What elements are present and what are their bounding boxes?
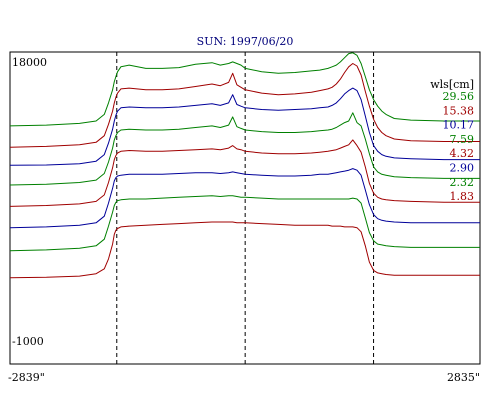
chart-title: SUN: 1997/06/20 xyxy=(197,35,294,48)
legend-entry: 7.59 xyxy=(450,133,475,146)
series-group xyxy=(9,52,480,279)
legend-entry: 29.56 xyxy=(443,90,475,103)
legend-entry: 10.17 xyxy=(443,119,475,132)
series-line-15-38 xyxy=(9,63,480,148)
y-max-label: 18000 xyxy=(12,56,47,69)
legend-entry: 15.38 xyxy=(443,104,475,117)
legend-entry: 4.32 xyxy=(450,147,475,160)
series-line-4-32 xyxy=(9,139,480,207)
reference-lines xyxy=(116,52,375,364)
legend-title: wls[cm] xyxy=(430,78,474,91)
x-min-label: -2839" xyxy=(8,371,45,384)
y-min-label: -1000 xyxy=(12,335,44,348)
series-line-2-90 xyxy=(9,168,480,229)
series-line-2-32 xyxy=(9,195,480,252)
series-line-1-83 xyxy=(9,221,480,279)
x-max-label: 2835" xyxy=(447,371,480,384)
series-line-10-17 xyxy=(9,87,480,166)
legend-entry: 2.32 xyxy=(450,176,475,189)
legend-entry: 2.90 xyxy=(450,162,475,175)
legend-entry: 1.83 xyxy=(450,190,475,203)
series-line-7-59 xyxy=(9,112,480,186)
series-line-29-56 xyxy=(9,52,480,127)
